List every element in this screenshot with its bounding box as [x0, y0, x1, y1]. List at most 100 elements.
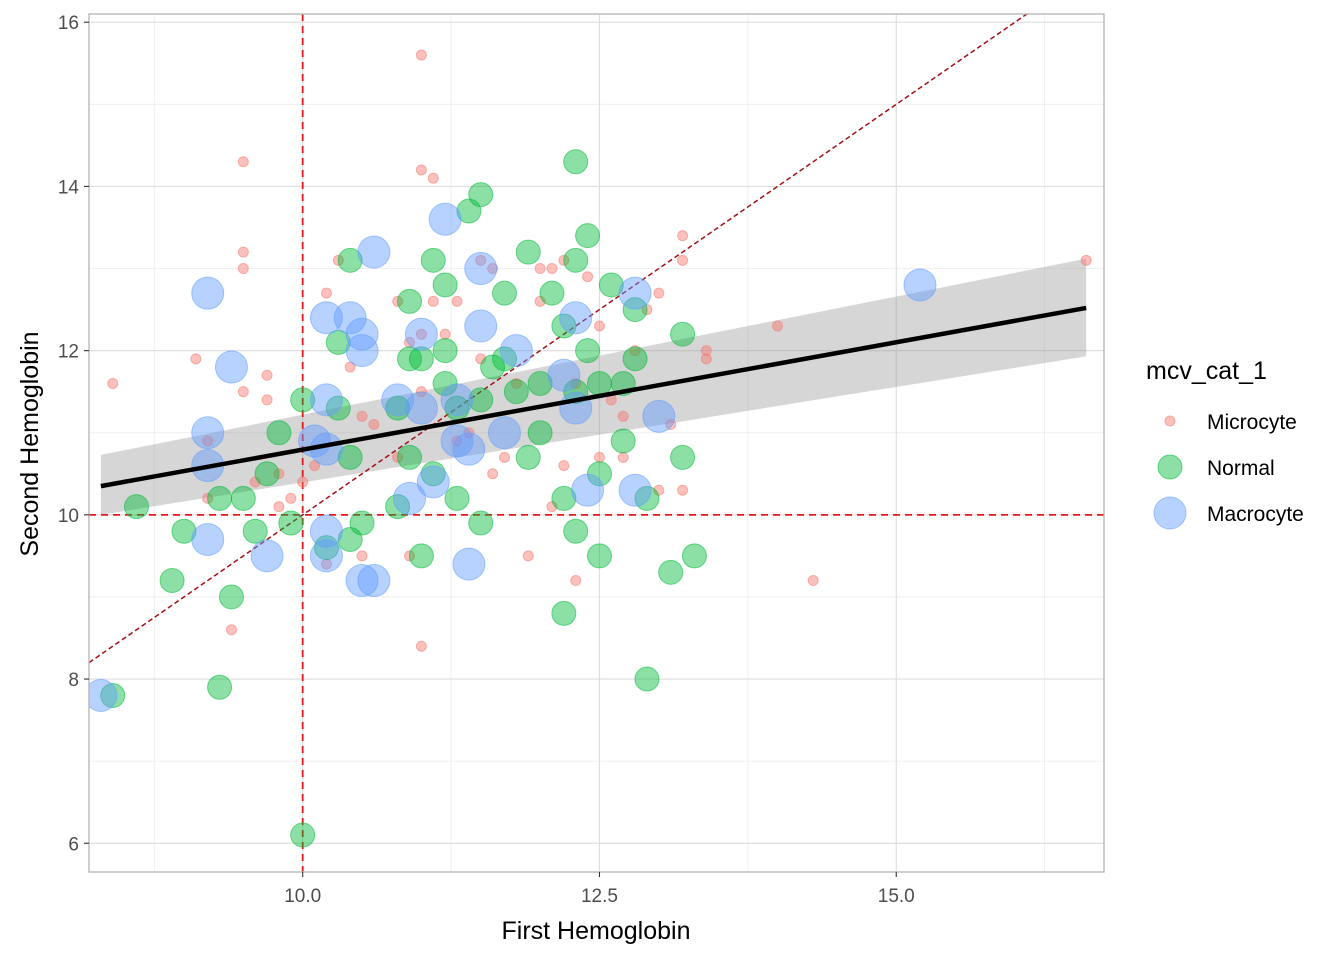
- data-point: [634, 666, 660, 692]
- data-point: [527, 420, 553, 446]
- x-tick-label: 10.0: [284, 886, 321, 907]
- data-point: [468, 387, 494, 413]
- data-point: [385, 395, 411, 421]
- confidence-band-layer: [100, 258, 1087, 515]
- data-point: [618, 473, 652, 507]
- legend: mcv_cat_1 Microcyte Normal Macrocyte: [1146, 357, 1304, 530]
- data-point: [571, 473, 605, 507]
- data-points: [89, 49, 1092, 848]
- data-point: [539, 280, 565, 306]
- data-point: [416, 465, 450, 499]
- regression-line-layer: [100, 305, 1087, 489]
- legend-label: Normal: [1207, 457, 1275, 480]
- x-axis-title: First Hemoglobin: [502, 917, 691, 945]
- data-point: [610, 428, 636, 454]
- data-point: [404, 336, 416, 348]
- data-point: [700, 353, 712, 365]
- data-point: [451, 435, 463, 447]
- data-point: [440, 424, 474, 458]
- data-point: [345, 564, 379, 598]
- data-point: [290, 387, 316, 413]
- data-point: [510, 377, 522, 389]
- data-point: [617, 451, 629, 463]
- data-point: [487, 416, 521, 450]
- data-point: [261, 394, 273, 406]
- data-point: [428, 202, 462, 236]
- reference-lines: [89, 14, 1104, 872]
- data-point: [452, 432, 486, 466]
- data-point: [309, 301, 343, 335]
- x-tick-label: 12.5: [581, 886, 618, 907]
- data-point: [807, 575, 819, 587]
- data-point: [408, 346, 434, 372]
- data-point: [397, 444, 423, 470]
- data-point: [681, 543, 707, 569]
- data-point: [1080, 254, 1092, 266]
- data-point: [237, 263, 249, 275]
- identity-line: [89, 14, 1028, 664]
- data-point: [559, 301, 593, 335]
- data-point: [404, 391, 438, 425]
- data-point: [491, 346, 517, 372]
- data-point: [415, 49, 427, 61]
- data-point: [677, 254, 689, 266]
- data-point: [356, 410, 368, 422]
- x-axis-ticks: 10.0 12.5 15.0: [284, 872, 915, 907]
- data-point: [171, 518, 197, 544]
- data-point: [551, 313, 577, 339]
- legend-label: Microcyte: [1207, 411, 1297, 434]
- data-point: [325, 395, 351, 421]
- series-normal: [100, 149, 707, 848]
- confidence-band: [100, 258, 1087, 515]
- data-point: [498, 451, 510, 463]
- data-point: [622, 346, 648, 372]
- data-point: [225, 624, 237, 636]
- data-point: [237, 156, 249, 168]
- data-point: [415, 640, 427, 652]
- data-point: [444, 485, 470, 511]
- data-point: [309, 514, 343, 548]
- y-tick-label: 6: [68, 834, 79, 855]
- y-tick-label: 10: [58, 506, 79, 527]
- data-point: [237, 246, 249, 258]
- data-point: [107, 377, 119, 389]
- data-point: [290, 822, 316, 848]
- data-point: [515, 444, 541, 470]
- data-point: [503, 379, 529, 405]
- data-point: [464, 309, 498, 343]
- y-tick-label: 8: [68, 670, 79, 691]
- data-point: [415, 328, 427, 340]
- data-point: [527, 370, 553, 396]
- data-point: [451, 295, 463, 307]
- data-point: [266, 420, 292, 446]
- data-point: [123, 494, 149, 520]
- data-point: [337, 444, 363, 470]
- data-point: [278, 510, 304, 536]
- data-point: [357, 235, 391, 269]
- legend-entry-macrocyte: Macrocyte: [1153, 496, 1304, 530]
- data-point: [393, 481, 427, 515]
- data-point: [563, 247, 589, 273]
- data-point: [563, 149, 589, 175]
- data-point: [237, 386, 249, 398]
- legend-entry-normal: Normal: [1157, 454, 1275, 480]
- y-axis-ticks: 6 8 10 12 14 16: [58, 13, 89, 855]
- data-point: [468, 510, 494, 536]
- data-point: [191, 416, 225, 450]
- y-axis-title: Second Hemoglobin: [16, 331, 44, 556]
- data-point: [159, 568, 185, 594]
- data-point: [570, 575, 582, 587]
- data-point: [89, 678, 118, 712]
- data-point: [368, 419, 380, 431]
- data-point: [772, 320, 784, 332]
- data-point: [349, 510, 375, 536]
- data-point: [593, 320, 605, 332]
- data-point: [487, 263, 499, 275]
- data-point: [658, 559, 684, 585]
- data-point: [491, 280, 517, 306]
- data-point: [617, 410, 629, 422]
- data-point: [670, 321, 696, 347]
- data-point: [309, 539, 343, 573]
- grid: [89, 14, 1104, 872]
- data-point: [563, 518, 589, 544]
